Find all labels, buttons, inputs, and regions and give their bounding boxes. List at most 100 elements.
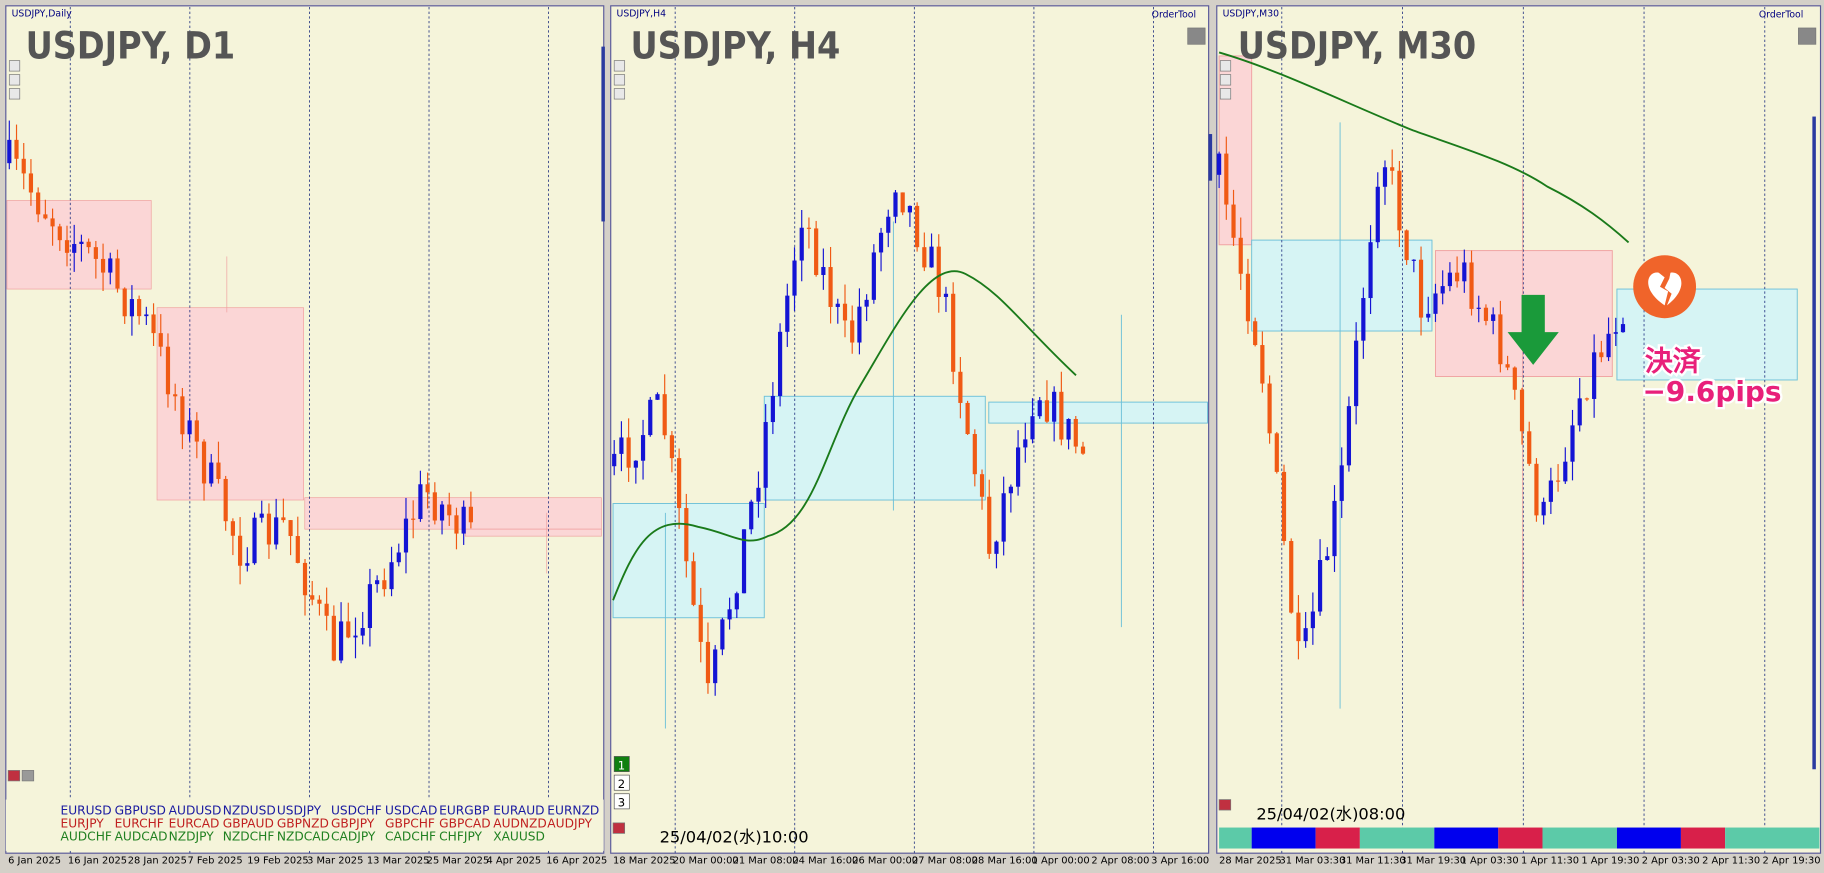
tf-button[interactable] [613, 774, 630, 791]
body [1368, 242, 1373, 299]
body [1231, 204, 1236, 238]
symbol-button[interactable]: CADJPY [331, 829, 376, 843]
body [1418, 259, 1424, 318]
body [850, 320, 855, 343]
symbol-button[interactable]: EURCHF [115, 817, 164, 831]
timestamp: 25/04/02(水)08:00 [1256, 804, 1405, 823]
tf-button[interactable] [613, 756, 630, 772]
symbol-button[interactable]: EURCAD [169, 817, 220, 831]
symbol-button[interactable]: USDCAD [385, 804, 437, 818]
order-tool[interactable]: OrderTool [1759, 9, 1803, 20]
body [691, 561, 696, 605]
time-label: 2 Apr 11:30 [1702, 856, 1760, 867]
symbol-button[interactable]: AUDNZD [493, 817, 547, 831]
annotation: 決済 [1645, 345, 1702, 378]
symbol-button[interactable]: AUDUSD [169, 804, 222, 818]
body [375, 580, 380, 585]
time-label: 16 Apr 2025 [546, 856, 607, 867]
symbol-button[interactable]: NZDCHF [223, 829, 275, 843]
symbol-button[interactable]: GBPJPY [331, 817, 375, 831]
symbol-button[interactable]: AUDCHF [60, 829, 111, 843]
body [57, 226, 62, 241]
symbol-button[interactable]: CADCHF [385, 829, 436, 843]
body [1015, 447, 1021, 487]
body [1001, 493, 1006, 542]
body [180, 396, 185, 435]
body [1382, 167, 1388, 187]
body [842, 303, 848, 321]
time-label: 1 Apr 03:30 [1461, 856, 1519, 867]
symbol-button[interactable]: USDCHF [331, 804, 382, 818]
body [338, 621, 344, 661]
symbol-button[interactable]: CHFJPY [439, 829, 482, 843]
time-label: 7 Feb 2025 [188, 856, 243, 867]
body [1289, 541, 1294, 613]
time-label: 31 Mar 03:30 [1279, 856, 1345, 867]
body [1447, 272, 1452, 287]
body [310, 595, 315, 600]
body [1354, 340, 1359, 407]
moving-average-h4 [612, 270, 1077, 601]
body [1498, 314, 1503, 365]
tf-label[interactable]: 1 [618, 758, 625, 772]
symbol-button[interactable]: EURNZD [547, 804, 599, 818]
body [252, 517, 257, 564]
body [1253, 321, 1258, 346]
symbol-button[interactable]: GBPCHF [385, 817, 435, 831]
body [1555, 480, 1561, 482]
body [1267, 383, 1272, 434]
symbol-button[interactable]: GBPCAD [439, 817, 490, 831]
body [1426, 313, 1431, 318]
body [770, 395, 775, 423]
moving-average-m30 [1218, 51, 1630, 244]
symbol-button[interactable]: GBPAUD [223, 817, 274, 831]
body [864, 299, 869, 307]
body [871, 252, 876, 300]
time-label: 2 Apr 08:00 [1091, 856, 1149, 867]
body [828, 267, 833, 307]
body [987, 496, 992, 554]
symbol-button[interactable]: EURUSD [60, 804, 111, 818]
symbol-button[interactable]: GBPNZD [277, 817, 329, 831]
labels: 6 Jan 2025 16 Jan 2025 28 Jan 2025 7 Feb 20… [8, 756, 1821, 867]
symbol-button[interactable]: USDJPY [277, 804, 322, 818]
panel-d1 [5, 5, 605, 854]
order-tool[interactable]: OrderTool [1152, 9, 1196, 20]
tf-label[interactable]: 3 [618, 796, 625, 810]
symbol-bar [5, 799, 604, 851]
symbol-button[interactable]: AUDJPY [547, 817, 592, 831]
panel-m30 [1216, 5, 1822, 854]
body [1599, 352, 1604, 358]
symbol-button[interactable]: AUDCAD [115, 829, 168, 843]
session-strip [1219, 827, 1820, 849]
symbol-button[interactable]: EURAUD [493, 804, 544, 818]
symbol-button[interactable]: NZDJPY [169, 829, 215, 843]
body [317, 599, 322, 604]
body [1066, 418, 1071, 440]
tf-label[interactable]: 2 [618, 777, 625, 791]
time-label: 21 Mar 08:00 [733, 856, 799, 867]
broken-heart-icon [1633, 255, 1697, 319]
body [662, 394, 667, 436]
body [1613, 332, 1618, 334]
zones-d1 [6, 200, 602, 574]
symbol-button[interactable]: EURGBP [439, 804, 489, 818]
symbol-button[interactable]: GBPUSD [115, 804, 166, 818]
body [915, 205, 920, 248]
tf-button[interactable] [613, 793, 630, 810]
body [1483, 307, 1489, 321]
symbol-button[interactable]: EURJPY [60, 817, 104, 831]
body [878, 232, 884, 253]
symbol-button[interactable]: NZDUSD [223, 804, 276, 818]
body [1548, 480, 1553, 502]
body [1317, 560, 1323, 612]
chart-buttons[interactable] [7, 27, 1817, 834]
time-label: 18 Mar 2025 [613, 856, 676, 867]
symbol-button[interactable]: NZDCAD [277, 829, 330, 843]
annotation: −9.6pips [1643, 375, 1782, 408]
body [1296, 612, 1301, 642]
body [1052, 391, 1057, 422]
time-label: 6 Jan 2025 [8, 856, 61, 867]
symbol-button[interactable]: XAUUSD [493, 829, 545, 843]
body [626, 437, 631, 468]
